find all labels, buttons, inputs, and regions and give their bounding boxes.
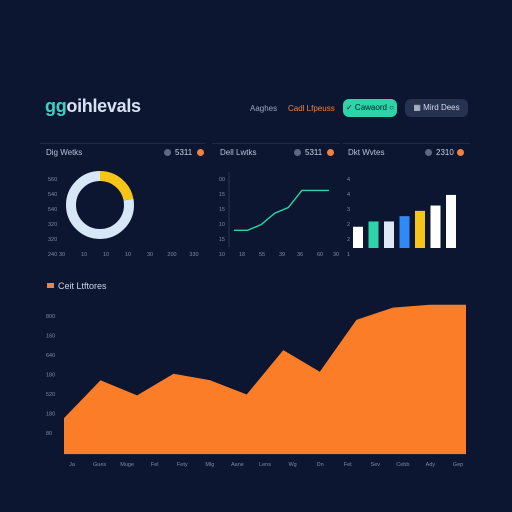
y-tick-label: 15 <box>219 237 225 243</box>
x-tick-label: Aane <box>231 462 244 468</box>
x-tick-label: Gep <box>453 462 463 468</box>
x-tick-label: 30 <box>59 252 65 258</box>
donut-chart: 5605405403203202403303010101030200330 <box>48 171 199 258</box>
status-dot <box>294 149 301 156</box>
status-dot <box>197 149 204 156</box>
y-tick-label: 180 <box>46 373 55 379</box>
y-tick-label: 10 <box>219 222 225 228</box>
panel-title: Dig Wetks <box>46 148 83 157</box>
bar <box>353 226 363 248</box>
primary-button-label: Cawaord <box>354 103 387 112</box>
bar <box>430 205 441 248</box>
y-tick-label: 800 <box>46 314 55 320</box>
y-tick-label: 540 <box>48 207 57 213</box>
y-tick-label: 4 <box>347 192 350 198</box>
panel-value: 5311 <box>305 148 323 157</box>
y-tick-label: 15 <box>219 192 225 198</box>
panel-bars: Dkt Wvtes 2310 4 4 3 2 2 1 <box>343 143 470 262</box>
y-tick-label: 520 <box>46 392 55 398</box>
x-tick-label: Mlg <box>205 462 214 468</box>
bar <box>368 221 379 248</box>
y-tick-label: 1 <box>347 252 350 258</box>
secondary-button[interactable]: ▦ Mird Dees <box>405 99 468 117</box>
bar <box>384 221 394 248</box>
y-tick-label: 160 <box>46 334 55 340</box>
y-tick-label: 00 <box>219 177 225 183</box>
x-tick-label: 30 <box>147 252 153 258</box>
x-tick-label: Fel <box>151 462 159 468</box>
panel-line: Dell Lwtks 5311 00 15 15 10 15 10 18 55 39 36 60 30 <box>212 143 340 262</box>
area-chart: 800 160 640 180 520 180 80 Ja Gues Muge Fel Fety Mlg… <box>46 304 466 468</box>
y-tick-label: 80 <box>46 431 52 437</box>
y-tick-label: 15 <box>219 207 225 213</box>
x-tick-label: 18 <box>239 252 245 258</box>
x-tick-label: Ady <box>426 462 436 468</box>
x-tick-label: Muge <box>120 462 134 468</box>
x-tick-label: 36 <box>297 252 303 258</box>
app-logo: ggoihlevals <box>45 96 141 117</box>
y-tick-label: 10 <box>219 252 225 258</box>
y-tick-label: 640 <box>46 353 55 359</box>
x-tick-label: 200 <box>167 252 176 258</box>
nav-link-2[interactable]: Cadl Lfpeuss <box>288 104 335 113</box>
x-tick-label: Cebb <box>396 462 409 468</box>
x-tick-label: Gues <box>93 462 106 468</box>
x-tick-label: 330 <box>189 252 198 258</box>
y-tick-label: 4 <box>347 177 350 183</box>
donut-slice <box>66 171 134 239</box>
panel-value: 5311 <box>175 148 193 157</box>
panel-value: 2310 <box>436 148 454 157</box>
x-tick-label: 30 <box>333 252 339 258</box>
x-tick-label: 60 <box>317 252 323 258</box>
primary-button[interactable]: ✓ Cawaord ○ <box>343 99 397 117</box>
circle-icon: ○ <box>389 103 395 112</box>
x-tick-label: 10 <box>81 252 87 258</box>
y-tick-label: 2 <box>347 237 350 243</box>
nav-link-1[interactable]: Aaghes <box>250 104 278 113</box>
panel-title: Dkt Wvtes <box>348 148 385 157</box>
bar-chart: 4 4 3 2 2 1 <box>347 177 456 258</box>
y-tick-label: 320 <box>48 222 57 228</box>
x-tick-label: 39 <box>279 252 285 258</box>
logo-part-2: oihlevals <box>66 96 141 116</box>
status-dot <box>425 149 432 156</box>
x-tick-label: Dn <box>317 462 324 468</box>
panel-title: Dell Lwtks <box>220 148 257 157</box>
status-dot <box>164 149 171 156</box>
x-tick-label: Ja <box>69 462 76 468</box>
series-line <box>234 189 329 232</box>
x-tick-label: Fety <box>177 462 188 468</box>
y-tick-label: 240 <box>48 252 57 258</box>
area-series <box>64 304 466 454</box>
logo-part-1: gg <box>45 96 67 116</box>
bar <box>399 216 410 248</box>
x-tick-label: 10 <box>103 252 109 258</box>
area-chart-title: Ceit Ltftores <box>58 281 107 291</box>
area-chart-panel: Ceit Ltftores 800 160 640 180 520 180 80 Ja Gues… <box>40 278 472 473</box>
x-tick-label: Fet <box>344 462 352 468</box>
y-tick-label: 2 <box>347 222 350 228</box>
check-icon: ✓ <box>345 103 353 112</box>
status-dot <box>327 149 334 156</box>
legend-swatch <box>47 283 54 288</box>
x-tick-label: Wg <box>288 462 296 468</box>
bar <box>415 210 425 248</box>
status-dot <box>457 149 464 156</box>
line-chart: 00 15 15 10 15 10 18 55 39 36 60 30 <box>219 172 339 258</box>
y-tick-label: 320 <box>48 237 57 243</box>
y-tick-label: 3 <box>347 207 350 213</box>
secondary-button-label: Mird Dees <box>423 103 460 112</box>
bar <box>446 194 456 248</box>
x-tick-label: Sev <box>371 462 381 468</box>
x-tick-label: Lens <box>259 462 271 468</box>
x-tick-label: 10 <box>125 252 131 258</box>
y-tick-label: 540 <box>48 192 57 198</box>
x-tick-label: 55 <box>259 252 265 258</box>
y-tick-label: 180 <box>46 412 55 418</box>
panel-donut: Dig Wetks 5311 560 540 540 320 320 240 330 30 10… <box>40 143 205 262</box>
y-tick-label: 560 <box>48 177 57 183</box>
grid-icon: ▦ <box>413 103 421 112</box>
